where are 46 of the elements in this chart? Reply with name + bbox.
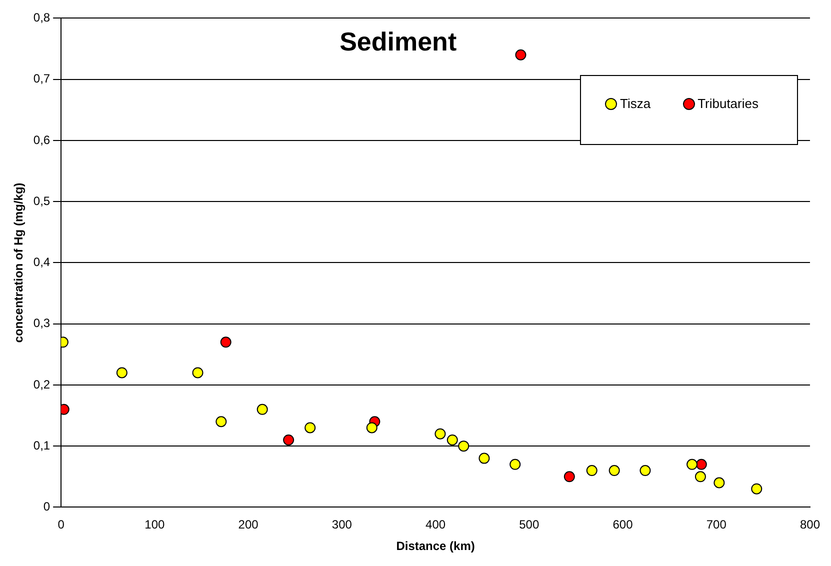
point <box>283 434 294 446</box>
x-tick-label: 400 <box>426 518 446 532</box>
point <box>446 434 458 446</box>
point <box>515 49 526 60</box>
y-tick-label: 0 <box>43 500 50 514</box>
x-tick-label: 200 <box>238 518 259 532</box>
y-tick-label: 0,2 <box>33 377 50 392</box>
x-tick-label: 800 <box>800 518 820 532</box>
point <box>696 458 707 470</box>
y-tick-label: 0,5 <box>33 194 50 208</box>
x-tick-label: 300 <box>332 518 352 532</box>
chart-title: Sediment <box>340 26 457 56</box>
x-tick-label: 700 <box>706 518 727 532</box>
point <box>478 452 490 464</box>
legend-label: Tisza <box>620 96 651 112</box>
point <box>686 458 698 470</box>
point <box>256 404 268 415</box>
y-tick-label: 0,8 <box>33 10 50 25</box>
point <box>458 440 470 452</box>
point <box>564 471 575 482</box>
x-tick-label: 500 <box>519 518 540 532</box>
point <box>640 465 651 476</box>
point <box>751 483 762 494</box>
point <box>116 367 128 378</box>
point <box>694 471 706 482</box>
y-tick-label: 0,3 <box>33 316 50 330</box>
point <box>434 428 446 440</box>
point <box>304 422 316 434</box>
point <box>714 477 725 488</box>
y-tick-label: 0,1 <box>33 438 50 452</box>
point <box>510 458 521 470</box>
x-tick-label: 100 <box>144 518 166 532</box>
x-tick-label: 600 <box>612 518 634 532</box>
point <box>216 416 227 428</box>
y-tick-label: 0,6 <box>33 132 50 147</box>
point <box>192 367 204 378</box>
point <box>366 422 378 434</box>
point <box>220 336 232 348</box>
y-axis-title: concentration of Hg (mg/kg) <box>12 182 26 343</box>
y-tick-label: 0,7 <box>33 72 50 86</box>
x-tick-label: 0 <box>58 518 65 532</box>
y-tick-label: 0,4 <box>33 255 50 270</box>
x-axis-title: Distance (km) <box>396 539 475 554</box>
legend-label: Tributaries <box>698 96 758 112</box>
point <box>586 465 598 476</box>
point <box>608 465 620 476</box>
